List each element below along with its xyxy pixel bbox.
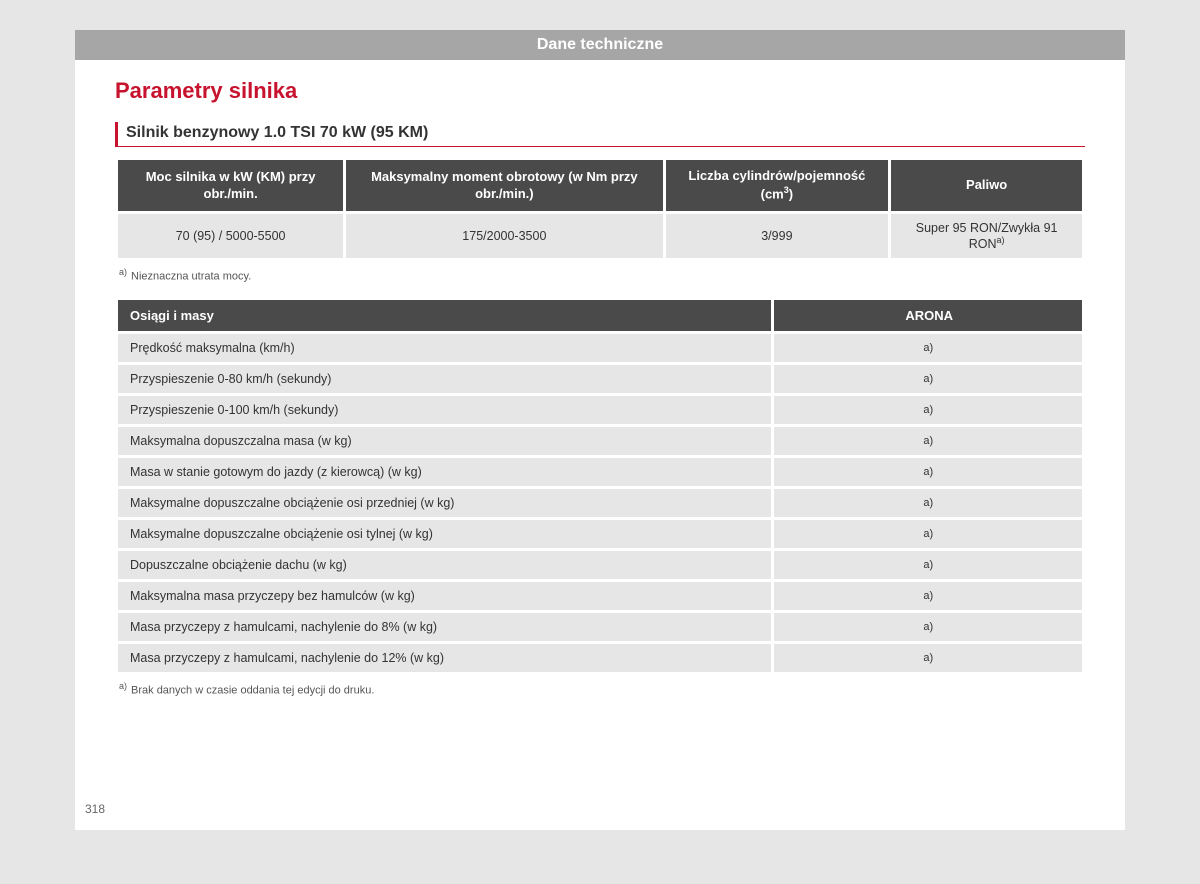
perf-row-val: a) xyxy=(774,644,1082,672)
cell-torque: 175/2000-3500 xyxy=(346,214,662,258)
table-row: Dopuszczalne obciążenie dachu (w kg)a) xyxy=(118,551,1082,579)
perf-header-label: Osiągi i masy xyxy=(118,300,771,331)
perf-row-val: a) xyxy=(774,520,1082,548)
sub-heading-wrap: Silnik benzynowy 1.0 TSI 70 kW (95 KM) xyxy=(115,122,1085,147)
perf-row-val: a) xyxy=(774,551,1082,579)
perf-row-val: a) xyxy=(774,458,1082,486)
footnote-1: a) Nieznaczna utrata mocy. xyxy=(119,267,1085,283)
col-header-cylinders-pre: Liczba cylindrów/pojemność (cm xyxy=(688,168,865,201)
col-header-power: Moc silnika w kW (KM) przy obr./min. xyxy=(118,160,343,211)
perf-row-val: a) xyxy=(774,334,1082,362)
cell-fuel-sup: a) xyxy=(997,235,1005,245)
cell-cylinders: 3/999 xyxy=(666,214,889,258)
footnote-1-text: Nieznaczna utrata mocy. xyxy=(131,271,251,283)
perf-row-label: Masa w stanie gotowym do jazdy (z kierow… xyxy=(118,458,771,486)
perf-row-label: Maksymalna masa przyczepy bez hamulców (… xyxy=(118,582,771,610)
sub-heading: Silnik benzynowy 1.0 TSI 70 kW (95 KM) xyxy=(126,124,1085,142)
footnote-1-sup: a) xyxy=(119,267,127,277)
perf-row-val: a) xyxy=(774,365,1082,393)
table-row: Maksymalne dopuszczalne obciążenie osi t… xyxy=(118,520,1082,548)
perf-row-label: Masa przyczepy z hamulcami, nachylenie d… xyxy=(118,613,771,641)
engine-spec-table: Moc silnika w kW (KM) przy obr./min. Mak… xyxy=(115,157,1085,261)
perf-row-val: a) xyxy=(774,489,1082,517)
perf-row-label: Masa przyczepy z hamulcami, nachylenie d… xyxy=(118,644,771,672)
table-row: Maksymalna masa przyczepy bez hamulców (… xyxy=(118,582,1082,610)
footnote-2-sup: a) xyxy=(119,681,127,691)
cell-power: 70 (95) / 5000-5500 xyxy=(118,214,343,258)
perf-row-label: Przyspieszenie 0-80 km/h (sekundy) xyxy=(118,365,771,393)
perf-row-val: a) xyxy=(774,582,1082,610)
table-row: Przyspieszenie 0-100 km/h (sekundy)a) xyxy=(118,396,1082,424)
performance-table: Osiągi i masy ARONA Prędkość maksymalna … xyxy=(115,297,1085,675)
col-header-fuel: Paliwo xyxy=(891,160,1082,211)
perf-row-val: a) xyxy=(774,613,1082,641)
perf-row-label: Maksymalna dopuszczalna masa (w kg) xyxy=(118,427,771,455)
cell-fuel-text: Super 95 RON/Zwykła 91 RON xyxy=(916,221,1058,251)
table-row: Masa przyczepy z hamulcami, nachylenie d… xyxy=(118,644,1082,672)
perf-row-val: a) xyxy=(774,427,1082,455)
cell-fuel: Super 95 RON/Zwykła 91 RONa) xyxy=(891,214,1082,258)
table-row: Przyspieszenie 0-80 km/h (sekundy)a) xyxy=(118,365,1082,393)
footnote-2: a) Brak danych w czasie oddania tej edycj… xyxy=(119,681,1085,697)
footnote-2-text: Brak danych w czasie oddania tej edycji … xyxy=(131,685,374,697)
table-row: Masa przyczepy z hamulcami, nachylenie d… xyxy=(118,613,1082,641)
banner-title: Dane techniczne xyxy=(75,30,1125,60)
perf-row-label: Maksymalne dopuszczalne obciążenie osi p… xyxy=(118,489,771,517)
main-heading: Parametry silnika xyxy=(115,78,1085,104)
table-row: Masa w stanie gotowym do jazdy (z kierow… xyxy=(118,458,1082,486)
perf-header-val: ARONA xyxy=(774,300,1082,331)
table-row: Maksymalne dopuszczalne obciążenie osi p… xyxy=(118,489,1082,517)
perf-row-label: Maksymalne dopuszczalne obciążenie osi t… xyxy=(118,520,771,548)
table-row: Prędkość maksymalna (km/h)a) xyxy=(118,334,1082,362)
perf-table-body: Prędkość maksymalna (km/h)a)Przyspieszen… xyxy=(118,334,1082,672)
page: Dane techniczne Parametry silnika Silnik… xyxy=(75,30,1125,830)
table-row: 70 (95) / 5000-5500 175/2000-3500 3/999 … xyxy=(118,214,1082,258)
perf-row-label: Prędkość maksymalna (km/h) xyxy=(118,334,771,362)
col-header-torque: Maksymalny moment obrotowy (w Nm przy ob… xyxy=(346,160,662,211)
col-header-cylinders-post: ) xyxy=(789,186,793,201)
table-row: Maksymalna dopuszczalna masa (w kg)a) xyxy=(118,427,1082,455)
col-header-cylinders: Liczba cylindrów/pojemność (cm3) xyxy=(666,160,889,211)
perf-row-val: a) xyxy=(774,396,1082,424)
page-number: 318 xyxy=(85,802,105,816)
perf-row-label: Dopuszczalne obciążenie dachu (w kg) xyxy=(118,551,771,579)
perf-row-label: Przyspieszenie 0-100 km/h (sekundy) xyxy=(118,396,771,424)
